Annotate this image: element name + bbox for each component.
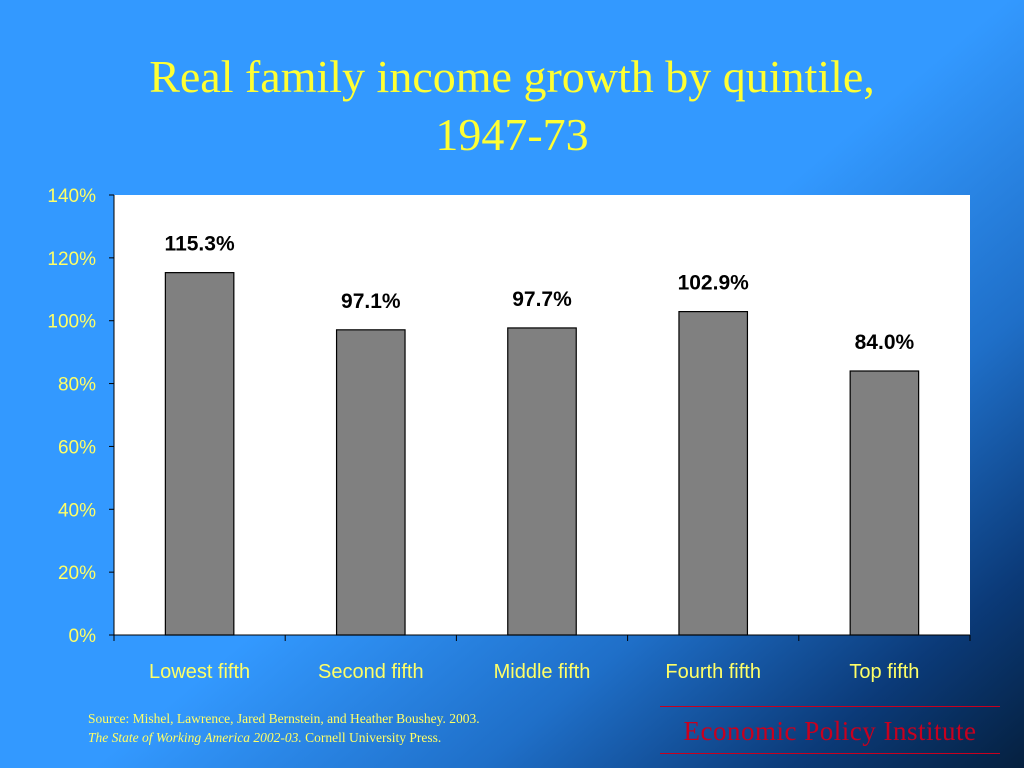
bar — [849, 370, 920, 636]
chart-title-line-2: 1947-73 — [435, 109, 589, 160]
bars — [164, 272, 920, 636]
source-book-title: The State of Working America 2002-03. — [88, 730, 302, 745]
bar-value-label: 97.1% — [341, 290, 401, 313]
y-tick-label: 80% — [58, 375, 96, 396]
bar — [335, 329, 406, 636]
x-category-label: Lowest fifth — [149, 661, 250, 683]
bar-value-label: 115.3% — [165, 233, 235, 256]
x-axis: Lowest fifth Second fifth Middle fifth Four… — [113, 634, 971, 683]
bar-value-label: 97.7% — [512, 288, 572, 311]
bar-chart: 0% 20% 40% 60% 80% 100% 120% 140% Lowest fifth S… — [47, 186, 971, 683]
y-axis: 0% 20% 40% 60% 80% 100% 120% 140% — [47, 186, 115, 647]
y-tick-label: 120% — [47, 249, 96, 270]
y-tick-label: 40% — [58, 500, 96, 521]
data-labels: 115.3% 97.1% 97.7% 102.9% 84.0% — [165, 233, 915, 354]
x-category-label: Second fifth — [318, 661, 424, 683]
source-publisher: Cornell University Press. — [301, 730, 442, 745]
epi-logo-text: Economic Policy Institute — [683, 716, 977, 746]
chart-title: Real family income growth by quintile, 1… — [0, 48, 1024, 164]
source-line-2: The State of Working America 2002-03. Co… — [88, 728, 480, 747]
y-tick-label: 0% — [69, 626, 97, 647]
x-category-label: Fourth fifth — [665, 661, 761, 683]
bar — [507, 327, 577, 636]
epi-logo: Economic Policy Institute — [660, 706, 1000, 754]
bar-value-label: 84.0% — [855, 331, 915, 354]
y-tick-label: 20% — [58, 563, 96, 584]
source-line-1: Source: Mishel, Lawrence, Jared Bernstei… — [88, 711, 480, 726]
y-tick-label: 140% — [47, 186, 96, 207]
bar-value-label: 102.9% — [678, 272, 750, 295]
chart-title-line-1: Real family income growth by quintile, — [149, 51, 875, 102]
y-tick-label: 100% — [47, 312, 96, 333]
bar — [678, 311, 749, 636]
y-tick-label: 60% — [58, 437, 96, 458]
source-note: Source: Mishel, Lawrence, Jared Bernstei… — [88, 709, 480, 747]
bar — [164, 272, 235, 636]
x-category-label: Middle fifth — [494, 661, 591, 683]
x-category-label: Top fifth — [849, 661, 919, 683]
